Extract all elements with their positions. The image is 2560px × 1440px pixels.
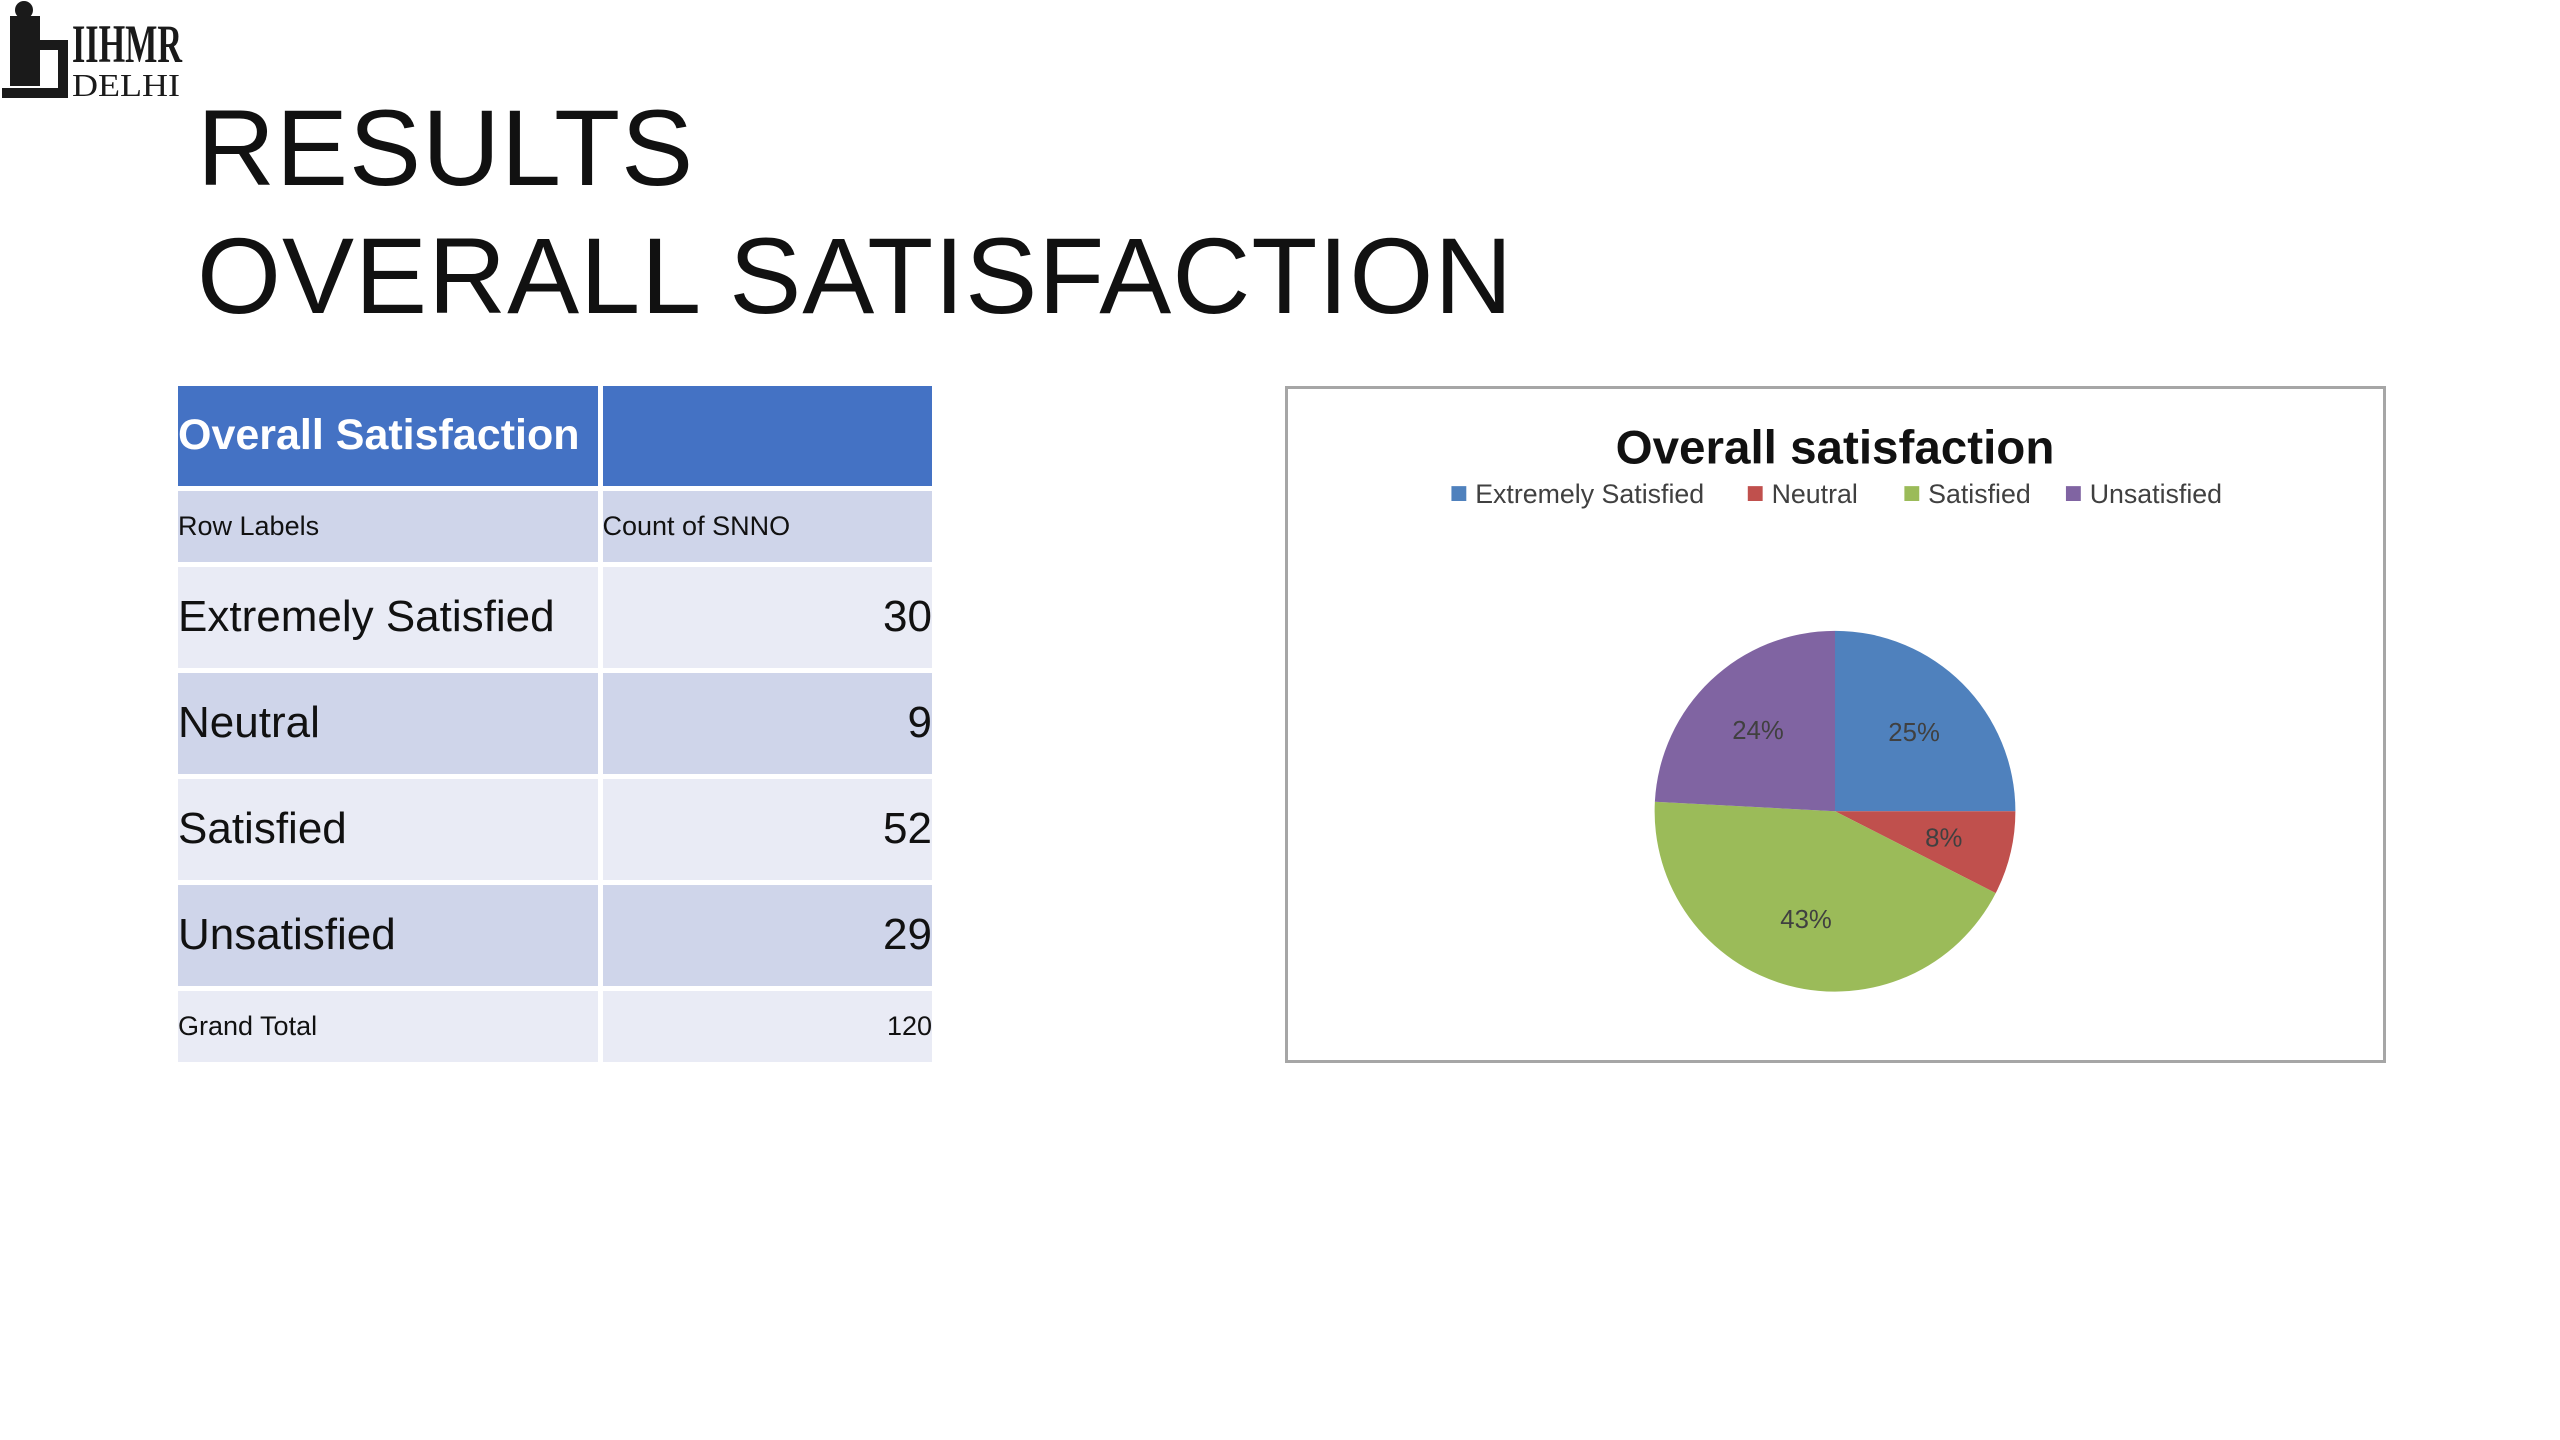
grand-total-label: Grand Total xyxy=(178,988,603,1067)
legend-label: Extremely Satisfied xyxy=(1475,479,1704,509)
table-row: Satisfied 52 xyxy=(178,776,932,885)
pie-slice xyxy=(1654,801,1996,992)
table-header-cell xyxy=(600,386,932,491)
page-subtitle: OVERALL SATISFACTION xyxy=(197,215,1514,336)
table-header-cell: Overall Satisfaction xyxy=(178,386,603,491)
iihmr-logo: IIHMR DELHI xyxy=(0,0,190,102)
pie-data-label: 43% xyxy=(1780,906,1832,934)
logo-subword: DELHI xyxy=(72,67,180,102)
legend-label: Unsatisfied xyxy=(2090,479,2222,509)
legend-label: Satisfied xyxy=(1928,479,2031,509)
chart-title: Overall satisfaction xyxy=(1616,421,2055,474)
pie-data-labels: 25% 8% 43% 24% xyxy=(1732,717,1962,934)
logo-wordmark: IIHMR xyxy=(72,14,183,74)
row-label: Unsatisfied xyxy=(178,882,603,991)
page-title: RESULTS xyxy=(197,87,695,208)
legend-label: Neutral xyxy=(1772,479,1858,509)
row-label: Satisfied xyxy=(178,776,603,885)
satisfaction-table: Overall Satisfaction Row Labels Count of… xyxy=(178,386,932,1067)
pie-slices xyxy=(1654,630,2016,992)
pie-data-label: 8% xyxy=(1925,824,1962,852)
grand-total-value: 120 xyxy=(600,988,932,1067)
row-value: 29 xyxy=(600,882,932,991)
row-label: Neutral xyxy=(178,670,603,779)
row-label: Extremely Satisfied xyxy=(178,564,603,673)
table-row: Unsatisfied 29 xyxy=(178,882,932,991)
legend-swatch xyxy=(1904,486,1920,501)
legend-swatch xyxy=(1451,486,1467,501)
table-row: Extremely Satisfied 30 xyxy=(178,564,932,673)
table-subheader-row: Row Labels Count of SNNO xyxy=(178,488,932,567)
table-header-row: Overall Satisfaction xyxy=(178,386,932,491)
pie-data-label: 24% xyxy=(1732,717,1784,745)
count-header: Count of SNNO xyxy=(600,488,932,567)
pie-slice xyxy=(1654,630,1836,812)
legend-swatch xyxy=(2065,486,2081,501)
pie-chart: Overall satisfaction Extremely Satisfied… xyxy=(1451,421,2222,992)
grand-total-row: Grand Total 120 xyxy=(178,988,932,1067)
chart-legend: Extremely Satisfied Neutral Satisfied Unsat… xyxy=(1451,479,2222,509)
row-labels-header: Row Labels xyxy=(178,488,603,567)
row-value: 9 xyxy=(600,670,932,779)
pie-data-label: 25% xyxy=(1888,719,1940,747)
row-value: 30 xyxy=(600,564,932,673)
pie-slice xyxy=(1835,630,2016,812)
pie-chart-panel: Overall satisfaction Extremely Satisfied… xyxy=(1285,386,2386,1063)
table-row: Neutral 9 xyxy=(178,670,932,779)
pie-slice xyxy=(1835,811,2016,894)
row-value: 52 xyxy=(600,776,932,885)
legend-swatch xyxy=(1747,486,1763,501)
